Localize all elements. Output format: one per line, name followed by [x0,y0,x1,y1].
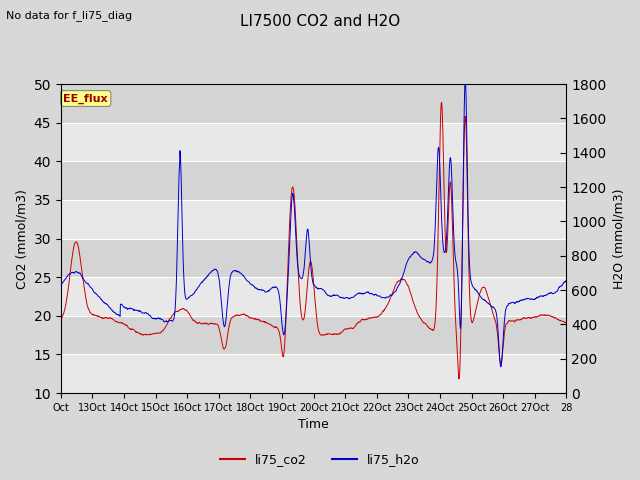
Bar [61,200,566,239]
Bar [61,277,566,316]
Bar [61,239,566,277]
Bar [61,316,566,355]
Bar [61,123,566,161]
Y-axis label: CO2 (mmol/m3): CO2 (mmol/m3) [15,189,28,288]
Text: LI7500 CO2 and H2O: LI7500 CO2 and H2O [240,14,400,29]
Text: EE_flux: EE_flux [63,94,108,104]
X-axis label: Time: Time [298,419,329,432]
Text: No data for f_li75_diag: No data for f_li75_diag [6,10,132,21]
Y-axis label: H2O (mmol/m3): H2O (mmol/m3) [612,188,625,289]
Bar [61,84,566,123]
Legend: li75_co2, li75_h2o: li75_co2, li75_h2o [215,448,425,471]
Bar [61,355,566,393]
Bar [61,161,566,200]
